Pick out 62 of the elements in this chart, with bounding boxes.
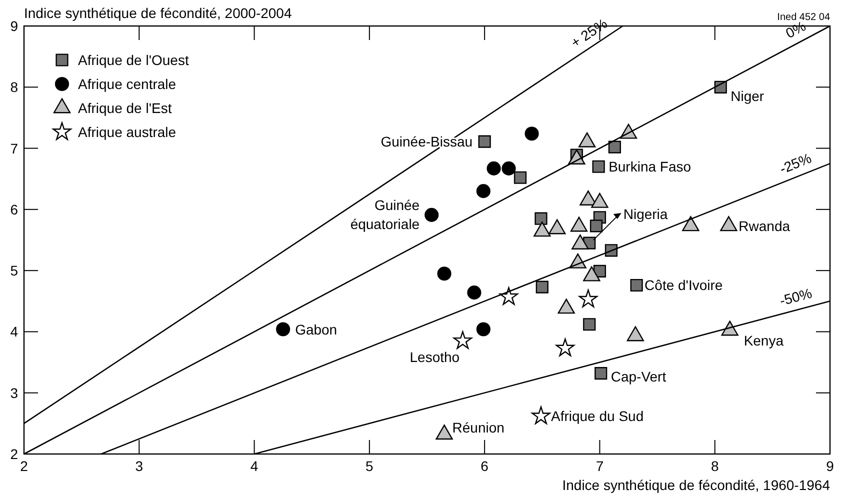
annotation: Niger xyxy=(730,88,764,104)
x-tick-label: 8 xyxy=(710,458,719,474)
annotation: Burkina Faso xyxy=(608,158,692,175)
point xyxy=(476,322,490,336)
y-tick-label: 9 xyxy=(10,18,18,34)
x-tick-label: 7 xyxy=(596,458,604,474)
x-tick-label: 6 xyxy=(480,458,489,474)
x-tick-label: 4 xyxy=(250,458,258,474)
y-tick-label: 7 xyxy=(10,140,18,156)
point xyxy=(590,220,603,232)
point xyxy=(276,322,290,336)
point xyxy=(486,161,501,176)
point xyxy=(499,287,518,305)
annotation: Réunion xyxy=(452,419,504,436)
point xyxy=(467,286,482,300)
legend-label: Afrique australe xyxy=(78,124,176,140)
point xyxy=(514,171,527,184)
point xyxy=(502,161,516,176)
point xyxy=(608,140,621,154)
x-tick-label: 9 xyxy=(826,458,834,474)
point xyxy=(478,135,491,148)
legend-label: Afrique de l'Ouest xyxy=(78,52,189,68)
y-tick-label: 8 xyxy=(10,79,18,96)
y-tick-label: 2 xyxy=(10,446,18,462)
annotation: Lesotho xyxy=(410,348,460,365)
y-tick-label: 4 xyxy=(10,324,18,340)
annotation: Kenya xyxy=(744,332,784,348)
text: Ined 452 04 xyxy=(777,12,830,23)
point xyxy=(630,278,643,292)
point xyxy=(436,424,453,440)
point xyxy=(437,266,452,281)
y-tick-label: 3 xyxy=(10,384,18,401)
annotation: Guinée équatoriale xyxy=(350,196,420,232)
point xyxy=(534,212,548,225)
x-tick-label: 2 xyxy=(20,458,28,474)
point xyxy=(476,184,490,198)
annotation: Côte d'Ivoire xyxy=(644,277,723,294)
point xyxy=(578,290,598,308)
annotation: Cap-Vert xyxy=(610,368,666,384)
point xyxy=(556,338,575,356)
point xyxy=(453,331,472,349)
y-tick-label: 6 xyxy=(10,201,18,218)
point xyxy=(536,280,548,294)
x-tick-label: 3 xyxy=(135,458,144,474)
text: -25% xyxy=(777,150,814,177)
point xyxy=(583,318,596,331)
annotation: Afrique du Sud xyxy=(550,408,644,424)
legend-label: Afrique centrale xyxy=(78,76,176,92)
point xyxy=(594,366,608,380)
legend-label: Afrique de l'Est xyxy=(78,100,172,116)
y-tick-label: 5 xyxy=(10,262,18,279)
x-axis-title: Indice synthétique de fécondité, 1960-1964 xyxy=(562,477,830,493)
point xyxy=(532,406,550,424)
point xyxy=(592,160,605,173)
annotation: Nigeria xyxy=(623,206,668,222)
point xyxy=(424,208,439,222)
point xyxy=(524,126,539,141)
annotation: Gabon xyxy=(295,321,338,338)
y-axis-title: Indice synthétique de fécondité, 2000-2004 xyxy=(24,5,292,21)
annotation: Rwanda xyxy=(738,218,790,234)
text: -50% xyxy=(778,284,814,309)
x-tick-label: 5 xyxy=(366,458,374,474)
